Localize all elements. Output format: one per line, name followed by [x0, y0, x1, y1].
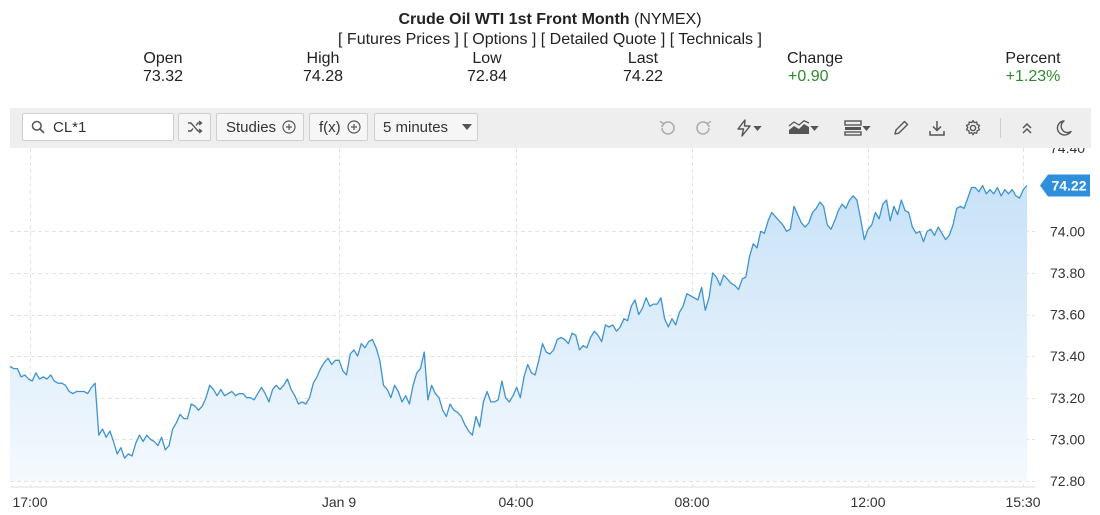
download-icon: [929, 121, 945, 136]
open-value: 73.32: [142, 68, 184, 85]
price-line: [9, 184, 1028, 459]
caret-down-icon: [809, 125, 819, 131]
studies-label: Studies: [226, 118, 277, 136]
y-tick-label: 73.20: [1050, 390, 1085, 406]
quote-last: Last 74.22: [613, 50, 673, 86]
toolbar-divider: [1000, 118, 1001, 138]
change-label: Change: [786, 50, 844, 67]
last-price-value: 74.22: [1051, 177, 1086, 193]
percent-value: +1.23%: [1005, 68, 1061, 85]
quote-low: Low 72.84: [457, 50, 517, 86]
undo-button[interactable]: [656, 117, 678, 139]
title-main: Crude Oil WTI 1st Front Month: [398, 11, 630, 28]
y-tick-label: 73.40: [1050, 348, 1085, 364]
function-label: f(x): [319, 118, 341, 136]
quote-change: Change +0.90: [775, 50, 855, 86]
caret-down-icon: [462, 124, 473, 130]
y-tick-label: 74.00: [1050, 223, 1085, 239]
high-value: 74.28: [302, 68, 344, 85]
quote-summary: Open 73.32 High 74.28 Low 72.84 Last 74.…: [0, 50, 1100, 90]
quote-percent: Percent +1.23%: [993, 50, 1073, 86]
y-tick-label: 73.60: [1050, 307, 1085, 323]
caret-down-icon: [861, 125, 871, 131]
x-tick-label: 08:00: [674, 494, 709, 510]
link-options[interactable]: [ Options ]: [463, 31, 537, 48]
price-chart[interactable]: 74.40 74.00 73.80 73.60 73.40 73.20 73.00 72.80…: [0, 148, 1100, 515]
area-chart-icon: [788, 120, 809, 134]
shuffle-icon: [187, 120, 203, 134]
theme-button[interactable]: [1053, 117, 1075, 139]
pencil-icon: [894, 120, 909, 135]
add-circle-icon: [282, 120, 296, 134]
link-futures-prices[interactable]: [ Futures Prices ]: [338, 31, 459, 48]
interval-label: 5 minutes: [383, 118, 449, 136]
x-tick-label: 17:00: [12, 494, 47, 510]
collapse-button[interactable]: [1016, 117, 1038, 139]
symbol-input[interactable]: [51, 117, 165, 137]
x-tick-label: Jan 9: [322, 494, 356, 510]
percent-label: Percent: [1005, 50, 1061, 67]
quote-open: Open 73.32: [133, 50, 193, 86]
caret-down-icon: [752, 125, 762, 131]
redo-button[interactable]: [693, 117, 715, 139]
layout-icon: [843, 120, 862, 136]
settings-button[interactable]: [962, 117, 984, 139]
high-label: High: [306, 50, 340, 67]
moon-icon: [1056, 120, 1072, 136]
x-tick-label: 15:30: [1005, 494, 1040, 510]
page-title: Crude Oil WTI 1st Front Month (NYMEX): [0, 10, 1100, 30]
last-value: 74.22: [622, 68, 664, 85]
quote-links: [ Futures Prices ] [ Options ] [ Detaile…: [0, 30, 1100, 50]
x-tick-label: 04:00: [498, 494, 533, 510]
chart-type-button[interactable]: [783, 117, 823, 139]
y-tick-label: 73.80: [1050, 265, 1085, 281]
y-tick-label: 74.40: [1050, 148, 1085, 156]
y-tick-label: 73.00: [1050, 431, 1085, 447]
y-tick-label: 72.80: [1050, 473, 1085, 489]
gear-icon: [965, 119, 981, 136]
lightning-icon: [736, 119, 751, 137]
interval-select[interactable]: 5 minutes: [374, 113, 478, 141]
events-button[interactable]: [730, 117, 766, 139]
download-button[interactable]: [926, 117, 948, 139]
studies-button[interactable]: Studies: [216, 113, 304, 141]
add-circle-icon: [347, 120, 361, 134]
quote-high: High 74.28: [293, 50, 353, 86]
last-price-tag-bg: [1040, 174, 1090, 197]
draw-button[interactable]: [890, 117, 912, 139]
last-label: Last: [627, 50, 659, 67]
open-label: Open: [143, 50, 183, 67]
change-value: +0.90: [788, 68, 829, 85]
title-exchange: (NYMEX): [629, 11, 702, 28]
low-value: 72.84: [466, 68, 508, 85]
compare-button[interactable]: [178, 113, 211, 141]
symbol-search[interactable]: [22, 113, 174, 141]
layout-button[interactable]: [837, 117, 877, 139]
redo-icon: [696, 120, 712, 135]
x-tick-label: 12:00: [850, 494, 885, 510]
low-label: Low: [472, 50, 502, 67]
chart-header: Crude Oil WTI 1st Front Month (NYMEX) [ …: [0, 10, 1100, 50]
double-chevron-up-icon: [1022, 122, 1032, 134]
link-technicals[interactable]: [ Technicals ]: [669, 31, 762, 48]
link-detailed-quote[interactable]: [ Detailed Quote ]: [540, 31, 666, 48]
price-area: [10, 185, 1027, 481]
chart-toolbar: Studies f(x) 5 minutes: [10, 108, 1091, 148]
last-price-tag: 74.22: [1040, 174, 1090, 197]
search-icon: [31, 120, 45, 134]
undo-icon: [659, 120, 675, 135]
function-button[interactable]: f(x): [309, 113, 368, 141]
